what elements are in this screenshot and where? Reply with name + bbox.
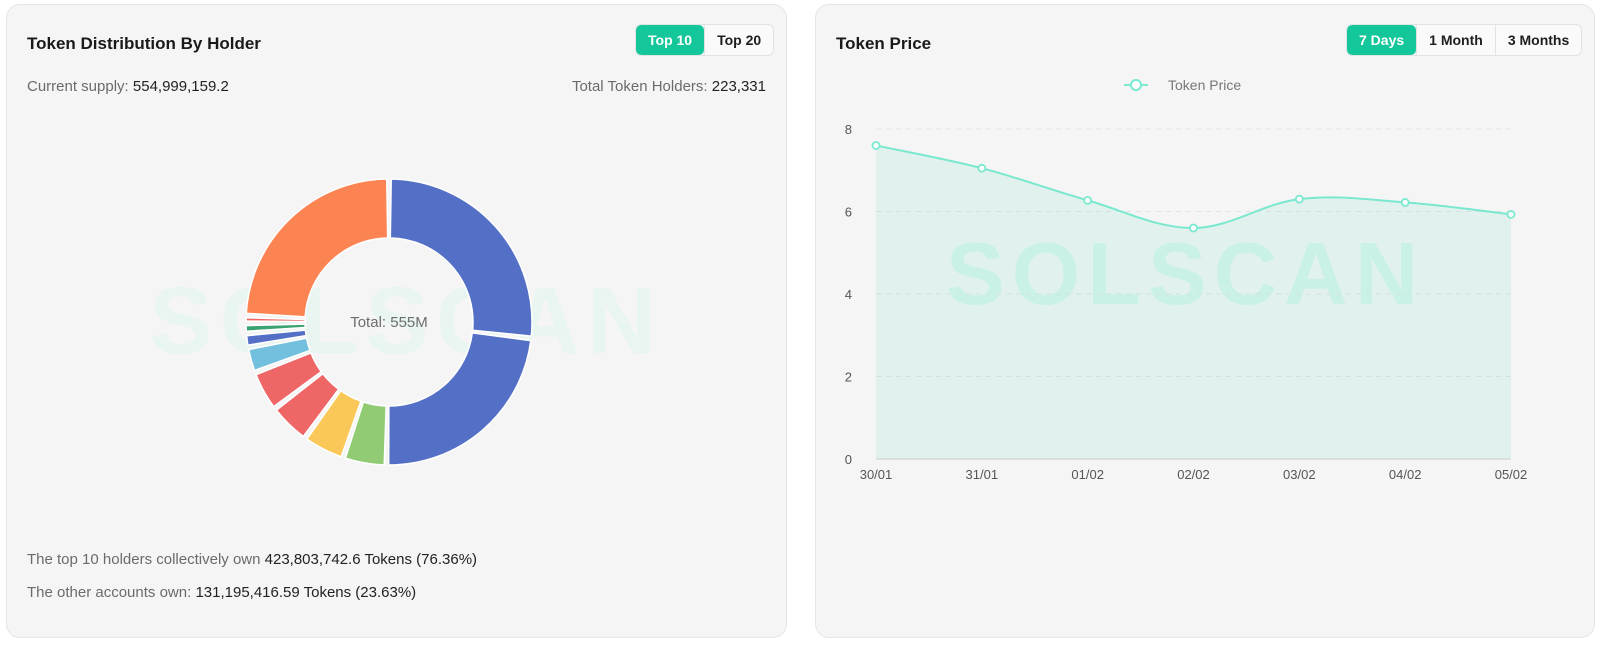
x-tick-label: 01/02 [1071, 467, 1104, 482]
legend-label: Token Price [1168, 77, 1241, 93]
y-tick-label: 0 [845, 452, 852, 467]
tab-top-20[interactable]: Top 20 [704, 25, 773, 55]
supply-value: 554,999,159.2 [132, 78, 229, 95]
donut-slice[interactable] [389, 178, 533, 337]
x-tick-label: 03/02 [1283, 467, 1316, 482]
total-holders: Total Token Holders: 223,331 [572, 78, 766, 95]
tab-3-months[interactable]: 3 Months [1494, 25, 1581, 55]
other-own-prefix: The other accounts own: [27, 584, 192, 601]
holders-label: Total Token Holders: [571, 78, 708, 95]
holders-value: 223,331 [711, 78, 766, 95]
donut-slice[interactable] [306, 390, 362, 458]
x-tick-label: 05/02 [1495, 467, 1528, 482]
price-point[interactable] [1400, 198, 1410, 207]
price-legend[interactable]: Token Price [1124, 77, 1241, 93]
other-accounts-summary: The other accounts own: 131,195,416.59 T… [27, 584, 416, 601]
price-point[interactable] [1506, 209, 1516, 219]
donut-slice[interactable] [245, 329, 307, 346]
tab-top-10[interactable]: Top 10 [636, 25, 705, 55]
y-tick-label: 2 [845, 370, 852, 385]
token-distribution-card: Token Distribution By Holder Top 10 Top … [6, 4, 787, 638]
top-own-value: 423,803,742.6 Tokens (76.36%) [264, 551, 478, 568]
donut-slice[interactable] [255, 352, 323, 408]
y-tick-label: 6 [845, 205, 852, 220]
price-point[interactable] [871, 141, 881, 150]
donut-slice[interactable] [245, 178, 389, 318]
holders-toggle: Top 10 Top 20 [635, 24, 775, 56]
x-tick-label: 04/02 [1389, 467, 1422, 482]
solscan-watermark: SOLSCAN [946, 224, 1426, 323]
top-holders-summary: The top 10 holders collectively own 423,… [27, 551, 477, 568]
tab-7-days[interactable]: 7 Days [1347, 25, 1417, 55]
price-title: Token Price [836, 34, 932, 53]
price-point[interactable] [1189, 223, 1198, 233]
donut-chart: Total: 555M [245, 178, 533, 466]
donut-slice[interactable] [247, 337, 311, 372]
solscan-watermark: SOLSCAN [149, 268, 663, 374]
distribution-title: Token Distribution By Holder [27, 34, 261, 53]
tab-1-month[interactable]: 1 Month [1416, 25, 1495, 55]
token-price-card: Token Price 7 Days 1 Month 3 Months SOLS… [815, 4, 1595, 638]
donut-slice[interactable] [387, 332, 532, 466]
donut-slice[interactable] [245, 317, 306, 323]
x-tick-label: 02/02 [1177, 467, 1210, 482]
donut-total-label: Total: 555M [350, 314, 428, 331]
top-own-prefix: The top 10 holders collectively own [27, 551, 261, 568]
price-point[interactable] [1294, 194, 1304, 204]
current-supply: Current supply: 554,999,159.2 [27, 78, 229, 95]
y-tick-label: 4 [845, 287, 852, 302]
legend-marker-icon [1130, 79, 1142, 91]
x-tick-label: 30/01 [860, 467, 893, 482]
other-own-value: 131,195,416.59 Tokens (23.63%) [195, 584, 417, 601]
supply-label: Current supply: [27, 78, 129, 95]
donut-slice[interactable] [245, 323, 306, 333]
price-point[interactable] [977, 163, 987, 173]
x-tick-label: 31/01 [966, 467, 999, 482]
range-toggle: 7 Days 1 Month 3 Months [1346, 24, 1583, 56]
price-area-fill [876, 145, 1511, 459]
donut-slice[interactable] [344, 401, 387, 466]
donut-slice[interactable] [275, 373, 340, 438]
y-tick-label: 8 [845, 122, 852, 137]
price-chart: Token Price 0 2 4 6 8 30/01 31/01 01/02 02/02 03/… [845, 77, 1528, 482]
price-point[interactable] [1083, 195, 1093, 205]
